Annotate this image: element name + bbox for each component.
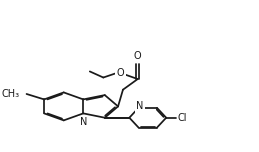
Text: O: O: [134, 51, 141, 61]
Text: N: N: [136, 101, 143, 111]
Text: CH₃: CH₃: [1, 89, 19, 99]
Text: O: O: [117, 68, 124, 78]
Text: N: N: [80, 117, 87, 127]
Text: Cl: Cl: [177, 113, 187, 123]
